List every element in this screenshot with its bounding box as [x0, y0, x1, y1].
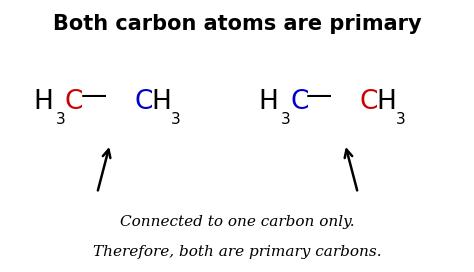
Text: H: H [377, 89, 397, 115]
Text: 3: 3 [171, 112, 181, 127]
Text: C: C [65, 89, 83, 115]
Text: —: — [80, 83, 107, 109]
Text: 3: 3 [281, 112, 291, 127]
Text: C: C [134, 89, 153, 115]
Text: C: C [359, 89, 378, 115]
Text: 3: 3 [396, 112, 406, 127]
Text: C: C [290, 89, 309, 115]
Text: H: H [152, 89, 172, 115]
Text: Both carbon atoms are primary: Both carbon atoms are primary [53, 14, 421, 35]
Text: H: H [33, 89, 53, 115]
Text: 3: 3 [56, 112, 66, 127]
Text: Connected to one carbon only.: Connected to one carbon only. [120, 215, 354, 229]
Text: —: — [305, 83, 332, 109]
Text: H: H [258, 89, 278, 115]
Text: Therefore, both are primary carbons.: Therefore, both are primary carbons. [93, 245, 381, 259]
